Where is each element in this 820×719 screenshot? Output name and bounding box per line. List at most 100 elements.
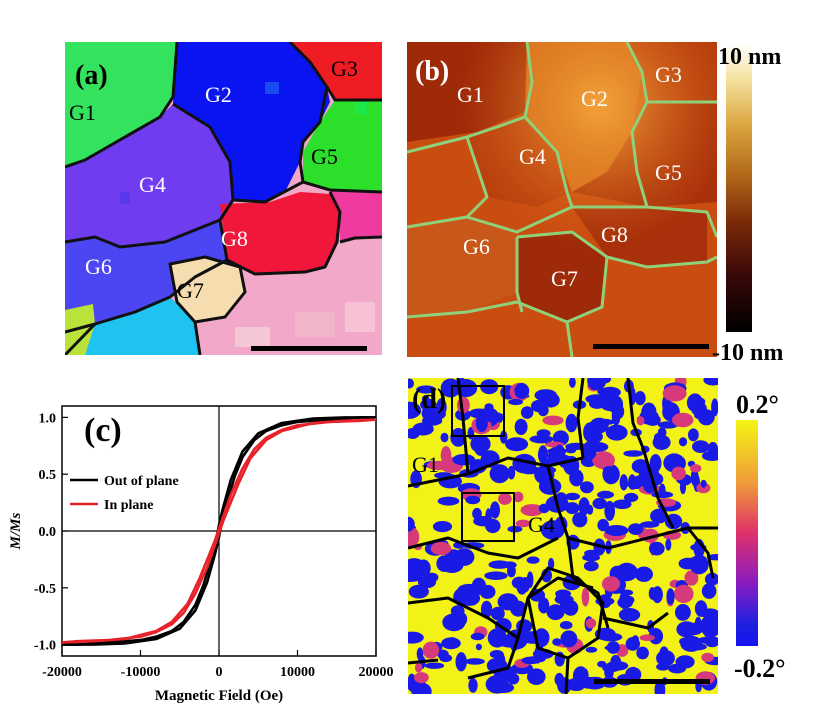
phase-domain [450, 605, 465, 617]
phase-domain [422, 641, 440, 659]
phase-domain [546, 604, 565, 621]
phase-domain [623, 450, 644, 457]
phase-domain [585, 618, 597, 629]
grain-region-cyan [85, 297, 200, 355]
panel-a-label: (a) [75, 60, 108, 91]
phase-domain [474, 441, 487, 456]
phase-domain [508, 398, 523, 406]
phase-domain [430, 541, 452, 556]
phase-domain [659, 646, 669, 660]
grain-label-g3: G3 [331, 56, 358, 81]
phase-domain [510, 600, 527, 617]
x-tick-label: -10000 [121, 665, 161, 680]
phase-domain [585, 646, 598, 653]
phase-domain [408, 527, 420, 547]
phase-domain [440, 446, 452, 465]
phase-domain [440, 378, 461, 398]
piezo-phase-map [408, 378, 718, 694]
phase-domain [507, 465, 516, 480]
phase-domain [662, 385, 687, 402]
phase-domain [696, 482, 711, 494]
phase-domain [479, 584, 496, 599]
grain-label-b-g6: G6 [463, 234, 490, 259]
x-tick-label: 0 [216, 665, 223, 680]
grain-label-g2: G2 [205, 82, 232, 107]
phase-domain [541, 392, 560, 408]
phase-domain [672, 412, 694, 428]
panel-b-label: (b) [415, 56, 450, 87]
phase-domain [560, 594, 573, 611]
y-tick-label: 0.0 [39, 525, 57, 540]
x-tick-label: 10000 [280, 665, 315, 680]
panel-d-label: (d) [412, 384, 447, 415]
phase-domain [537, 449, 546, 461]
scale-bar-d [594, 679, 710, 684]
phase-domain [629, 483, 638, 490]
phase-domain [498, 492, 512, 505]
grain-label-b-g1: G1 [457, 82, 484, 107]
grain-label-g8: G8 [221, 226, 248, 251]
phase-domain [565, 413, 578, 433]
grain-label-d-g1: G1 [412, 452, 439, 477]
phase-domain [585, 394, 608, 404]
panel-b: (b) G1 G2 G3 G4 G5 G6 G7 G8 [407, 42, 717, 357]
y-tick-label: 0.5 [39, 468, 57, 483]
phase-domain [634, 391, 646, 406]
phase-domain [604, 525, 629, 536]
phase-domain [694, 411, 710, 420]
phase-domain [580, 481, 594, 494]
grain-label-b-g5: G5 [655, 160, 682, 185]
panel-d: (d) G1 G4 [408, 378, 718, 694]
phase-domain [490, 501, 500, 519]
grain-boundaries-b [407, 42, 717, 357]
phase-domain [515, 519, 531, 528]
legend-label: In plane [104, 498, 153, 513]
grain-label-d-g4: G4 [528, 512, 555, 537]
phase-domain [597, 387, 607, 395]
grain-region-g3 [290, 42, 382, 100]
phase-domain [604, 500, 615, 521]
phase-domain [583, 422, 598, 443]
roi-box-2 [461, 492, 515, 542]
phase-domain [610, 654, 621, 669]
phase-domain [520, 504, 544, 517]
phase-domain [636, 646, 649, 660]
phase-domain [690, 464, 702, 473]
phase-domain [634, 566, 653, 582]
scale-bar-b [593, 344, 709, 349]
phase-domain [542, 415, 564, 426]
phase-domain [520, 406, 534, 419]
phase-domain [671, 466, 686, 481]
phase-domain [694, 600, 708, 617]
phase-domain [597, 490, 614, 499]
panel-a: (a) G1 G2 G3 G4 G5 G6 G7 G8 [65, 42, 382, 355]
phase-domain [470, 632, 485, 641]
colorbar-d [736, 420, 758, 646]
phase-domain [688, 428, 699, 442]
phase-domain [586, 504, 594, 515]
phase-domain [547, 447, 561, 466]
phase-domain [581, 587, 590, 607]
phase-domain [437, 496, 460, 506]
y-tick-label: 1.0 [39, 411, 57, 426]
phase-domain [479, 407, 498, 420]
phase-domain [408, 584, 429, 599]
phase-domain [565, 502, 580, 515]
scale-bar-a [251, 346, 367, 351]
phase-domain [437, 649, 449, 659]
phase-domain [565, 446, 577, 454]
phase-domain [414, 672, 429, 684]
grain-label-b-g3: G3 [655, 62, 682, 87]
phase-domain [615, 562, 638, 582]
phase-domain [583, 560, 599, 572]
phase-domain [465, 495, 481, 505]
phase-domain [592, 497, 607, 510]
phase-domain [538, 478, 562, 495]
phase-domain [499, 430, 508, 444]
phase-domain [701, 450, 718, 461]
phase-domain [564, 492, 581, 501]
colorbar-d-min: -0.2° [734, 654, 786, 683]
phase-domain [628, 523, 644, 535]
series-in-plane-lower [61, 418, 377, 644]
phase-domain [521, 656, 541, 665]
